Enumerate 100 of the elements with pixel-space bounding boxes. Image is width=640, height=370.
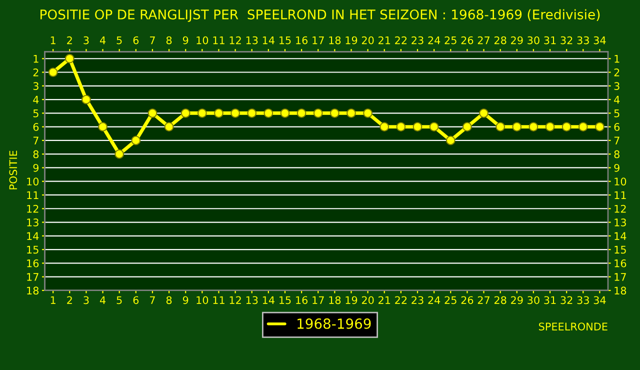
x-tick-label: 17 (312, 296, 324, 304)
x-tick-label: 9 (182, 296, 188, 304)
point (48, 68, 58, 77)
x-tick-label: 32 (560, 296, 572, 304)
x-tick-label: 25 (444, 296, 456, 304)
point (114, 149, 124, 159)
x2-tick-label: 21 (378, 36, 390, 44)
y2-tick-label: 14 (614, 232, 626, 240)
x-tick-label: 2 (67, 296, 72, 304)
point (380, 122, 390, 132)
x2-tick-label: 33 (577, 36, 589, 44)
x2-tick-label: 6 (133, 36, 139, 44)
x2-tick-label: 1 (50, 36, 56, 44)
y-tick-label: 12 (27, 204, 38, 213)
y-tick-label: 8 (33, 150, 39, 158)
x2-tick-label: 23 (412, 36, 424, 44)
x2-tick-label: 3 (84, 36, 89, 44)
x-tick-label: 20 (362, 296, 374, 304)
y-tick-label: 10 (27, 178, 39, 186)
x2-tick-label: 24 (428, 36, 440, 44)
x2-tick-label: 28 (494, 36, 506, 44)
x-tick-label: 18 (329, 296, 341, 304)
x-tick-label: 5 (116, 296, 122, 304)
point (280, 108, 290, 118)
point (247, 108, 257, 118)
point (578, 122, 588, 132)
x2-tick-label: 9 (182, 36, 188, 44)
x-tick-label: 7 (150, 296, 155, 304)
x2-tick-label: 27 (478, 36, 490, 44)
y-tick-label: 5 (33, 110, 38, 118)
point (197, 108, 207, 118)
y2-tick-label: 9 (614, 164, 620, 172)
x2-tick-label: 25 (444, 36, 456, 44)
y-tick-label: 4 (33, 96, 39, 104)
point (496, 122, 506, 132)
point (82, 94, 91, 104)
y2-tick-label: 8 (614, 150, 620, 158)
x2-tick-label: 34 (594, 36, 606, 44)
x2-tick-label: 31 (544, 36, 556, 44)
x2-tick-label: 7 (150, 36, 155, 44)
y2-tick-label: 2 (614, 68, 620, 76)
point (214, 108, 224, 118)
x2-tick-label: 30 (528, 36, 540, 44)
x2-tick-label: 5 (116, 36, 122, 44)
point (512, 122, 522, 132)
y-axis-title: POSITIE (9, 150, 18, 190)
y2-tick-label: 5 (614, 110, 620, 118)
x-tick-label: 19 (346, 296, 358, 304)
x-tick-label: 12 (230, 296, 241, 304)
y-tick-label: 15 (27, 246, 38, 254)
y2-tick-label: 6 (614, 123, 620, 131)
point (479, 108, 488, 118)
x-tick-label: 29 (511, 296, 523, 304)
point (131, 136, 141, 146)
x-tick-label: 34 (594, 296, 606, 304)
x2-tick-label: 26 (461, 36, 474, 44)
y-tick-label: 1 (34, 54, 38, 63)
point (429, 122, 439, 132)
point (562, 122, 572, 132)
x-tick-label: 26 (461, 296, 474, 304)
x-tick-label: 27 (478, 296, 490, 304)
point (330, 108, 340, 118)
x-tick-label: 30 (528, 296, 540, 304)
x-tick-label: 16 (296, 296, 308, 304)
point (446, 136, 456, 146)
y-tick-label: 17 (27, 273, 38, 281)
y-tick-label: 18 (27, 286, 39, 295)
point (462, 122, 472, 132)
y2-tick-label: 17 (614, 273, 626, 281)
x2-tick-label: 17 (312, 36, 324, 44)
x-tick-label: 23 (412, 296, 424, 304)
x2-tick-label: 18 (329, 36, 341, 44)
x-tick-label: 24 (428, 296, 440, 304)
y-tick-label: 7 (33, 136, 38, 144)
point (363, 108, 372, 118)
point (346, 108, 356, 118)
x2-tick-label: 2 (67, 36, 72, 44)
y-tick-label: 2 (33, 68, 38, 76)
x-tick-label: 15 (280, 296, 291, 304)
y-tick-label: 9 (33, 164, 39, 172)
point (313, 108, 323, 118)
y2-tick-label: 18 (614, 286, 626, 295)
point (64, 54, 74, 64)
x-tick-label: 28 (494, 296, 506, 304)
x2-tick-label: 4 (100, 36, 106, 44)
point (396, 122, 406, 132)
y-tick-label: 14 (27, 232, 39, 240)
x2-tick-label: 11 (213, 36, 224, 44)
x-tick-label: 4 (100, 296, 106, 304)
point (98, 122, 108, 132)
x-tick-label: 13 (246, 296, 258, 304)
y2-tick-label: 10 (614, 178, 626, 186)
y2-tick-label: 4 (614, 96, 620, 104)
point (545, 122, 555, 132)
x-tick-label: 33 (577, 296, 589, 304)
x-tick-label: 3 (84, 296, 89, 304)
point (412, 122, 422, 132)
x2-tick-label: 16 (296, 36, 308, 44)
y-tick-label: 3 (33, 82, 38, 90)
point (230, 108, 240, 118)
